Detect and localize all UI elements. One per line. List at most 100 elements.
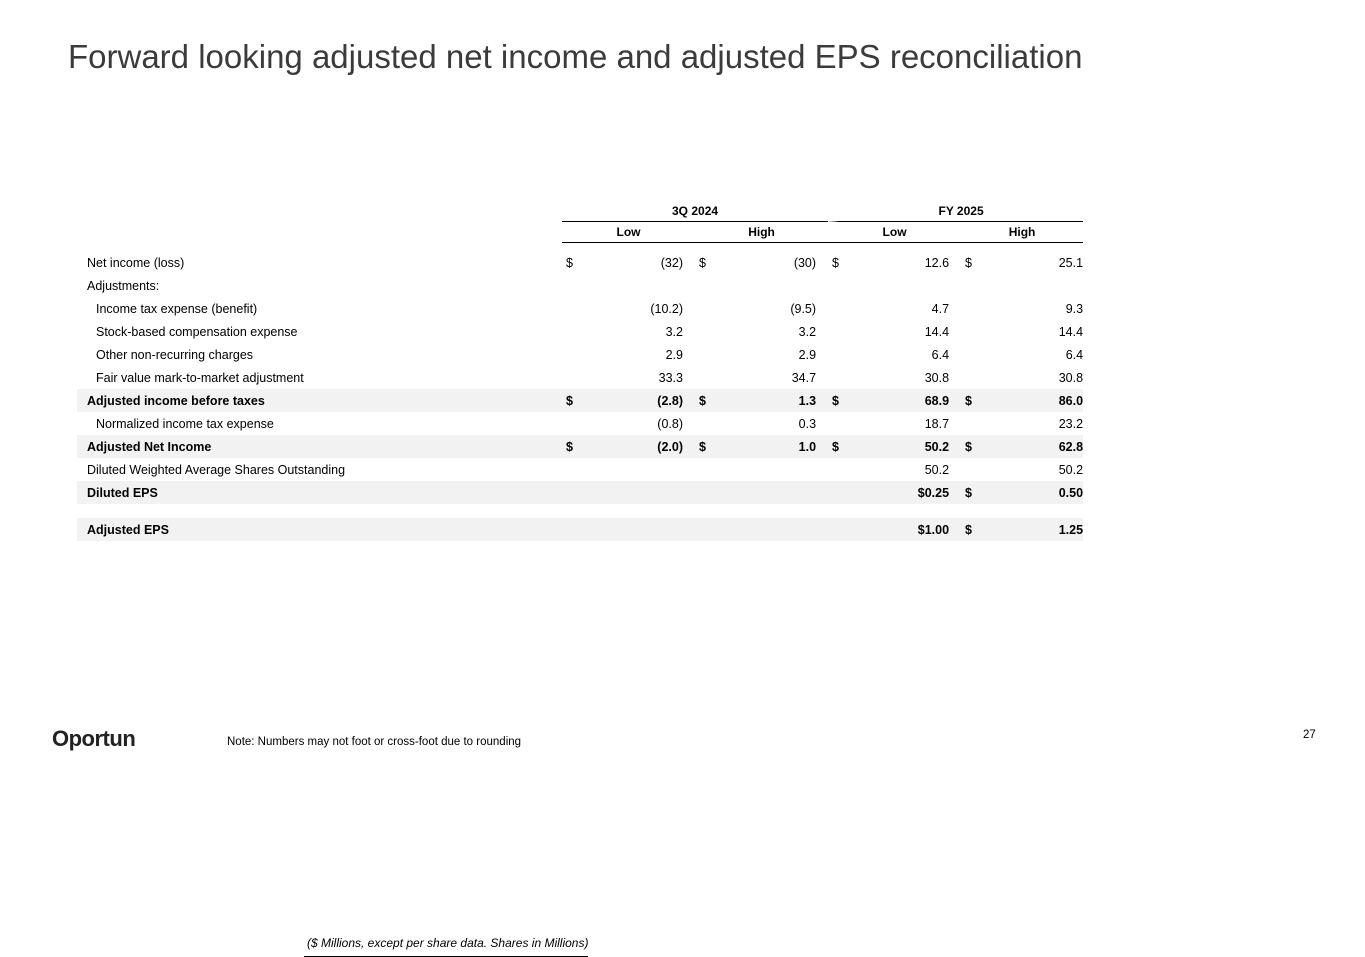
row-label: Net income (loss) — [87, 255, 185, 270]
page-number: 27 — [1303, 729, 1316, 741]
reconciliation-table: 3Q 2024 FY 2025 ($ Millions, except per … — [77, 200, 1084, 957]
currency-sign — [961, 297, 981, 320]
cell-value: 14.4 — [1058, 324, 1084, 339]
currency-sign — [828, 412, 848, 435]
currency-sign — [828, 458, 848, 481]
currency-sign: $ — [562, 389, 582, 412]
cell-value: 50.2 — [1058, 462, 1084, 477]
currency-sign — [695, 504, 715, 541]
cell-value — [848, 274, 961, 297]
row-label: Diluted Weighted Average Shares Outstand… — [87, 462, 346, 477]
cell-value: (30) — [793, 255, 817, 270]
cell-value: 3.2 — [665, 324, 683, 339]
cell-value: $0.25 — [848, 481, 962, 504]
currency-sign: $ — [828, 435, 849, 458]
currency-sign — [961, 320, 981, 343]
cell-value — [582, 274, 695, 297]
currency-sign: $ — [961, 504, 982, 541]
row-label: Diluted EPS — [77, 481, 562, 504]
row-label: Fair value mark-to-market adjustment — [96, 370, 304, 385]
group-header: FY 2025 — [828, 200, 1084, 222]
table-row: Adjustments: — [77, 274, 1083, 297]
table-row: Diluted EPS $0.25 $0.50 — [77, 481, 1084, 504]
currency-sign — [828, 366, 848, 389]
table-row: Diluted Weighted Average Shares Outstand… — [77, 458, 1083, 481]
cell-value: (2.8) — [582, 389, 695, 412]
cell-value: 86.0 — [981, 389, 1084, 412]
cell-value — [715, 504, 829, 541]
currency-sign — [562, 366, 582, 389]
cell-value — [582, 458, 695, 481]
currency-sign — [695, 366, 715, 389]
column-header: High — [695, 222, 829, 243]
currency-sign — [961, 458, 981, 481]
cell-value — [981, 274, 1083, 297]
slide-title: Forward looking adjusted net income and … — [68, 38, 1083, 75]
row-label: Income tax expense (benefit) — [96, 301, 258, 316]
table-row: Other non-recurring charges 2.9 2.9 6.4 6.4 — [77, 343, 1083, 366]
currency-sign — [562, 412, 582, 435]
group-header: 3Q 2024 — [562, 200, 829, 222]
cell-value: (32) — [660, 255, 683, 270]
currency-sign: $ — [699, 255, 706, 270]
currency-sign: $ — [695, 389, 715, 412]
cell-value: 1.0 — [715, 435, 829, 458]
unit-note: ($ Millions, except per share data. Shar… — [304, 936, 589, 957]
cell-value: 1.3 — [715, 389, 829, 412]
cell-value: 30.8 — [1058, 370, 1084, 385]
currency-sign — [695, 297, 715, 320]
column-header: Low — [562, 222, 695, 243]
cell-value: 1.25 — [981, 504, 1084, 541]
currency-sign — [695, 274, 715, 297]
row-label: Stock-based compensation expense — [96, 324, 298, 339]
currency-sign: $ — [961, 481, 982, 504]
table-row: Fair value mark-to-market adjustment 33.3… — [77, 366, 1083, 389]
row-label: Adjustments: — [87, 278, 160, 293]
column-header: High — [961, 222, 1084, 243]
currency-sign — [961, 366, 981, 389]
cell-value: $1.00 — [848, 504, 962, 541]
row-label: Other non-recurring charges — [96, 347, 254, 362]
cell-value — [582, 481, 695, 504]
cell-value: 6.4 — [931, 347, 950, 362]
row-label: Adjusted Net Income — [77, 435, 562, 458]
cell-value — [715, 458, 828, 481]
cell-value: 33.3 — [658, 370, 683, 385]
column-header: Low — [828, 222, 962, 243]
currency-sign — [695, 343, 715, 366]
cell-value: 18.7 — [924, 416, 950, 431]
currency-sign — [695, 458, 715, 481]
table-row: Normalized income tax expense (0.8) 0.3 18.… — [77, 412, 1083, 435]
currency-sign: $ — [965, 255, 972, 270]
currency-sign — [828, 504, 849, 541]
table-row: Income tax expense (benefit) (10.2) (9.5) 4… — [77, 297, 1083, 320]
cell-value: (10.2) — [650, 301, 683, 316]
cell-value — [715, 274, 828, 297]
cell-value: 6.4 — [1065, 347, 1084, 362]
row-label: Adjusted EPS — [77, 504, 562, 541]
currency-sign — [562, 343, 582, 366]
cell-value: 14.4 — [924, 324, 950, 339]
cell-value: 2.9 — [665, 347, 683, 362]
table-row: Adjusted EPS $1.00 $1.25 — [77, 504, 1084, 541]
table-row: Net income (loss) $ (32) $ (30) $12.6 $25.1 — [77, 243, 1083, 274]
cell-value: 25.1 — [1058, 255, 1084, 270]
currency-sign — [961, 274, 981, 297]
cell-value: 34.7 — [791, 370, 817, 385]
cell-value: 62.8 — [981, 435, 1084, 458]
cell-value: 30.8 — [924, 370, 950, 385]
currency-sign — [562, 481, 582, 504]
group-header-row: 3Q 2024 FY 2025 — [77, 200, 1084, 222]
currency-sign — [961, 343, 981, 366]
currency-sign — [695, 320, 715, 343]
currency-sign — [695, 412, 715, 435]
cell-value: 12.6 — [924, 255, 950, 270]
cell-value — [715, 481, 829, 504]
slide: Forward looking adjusted net income and … — [52, 38, 1316, 957]
cell-value: 9.3 — [1065, 301, 1084, 316]
currency-sign — [828, 343, 848, 366]
currency-sign: $ — [961, 389, 982, 412]
cell-value: 23.2 — [1058, 416, 1084, 431]
table-row: Adjusted income before taxes $ (2.8) $1.3 $6… — [77, 389, 1084, 412]
currency-sign: $ — [566, 255, 573, 270]
